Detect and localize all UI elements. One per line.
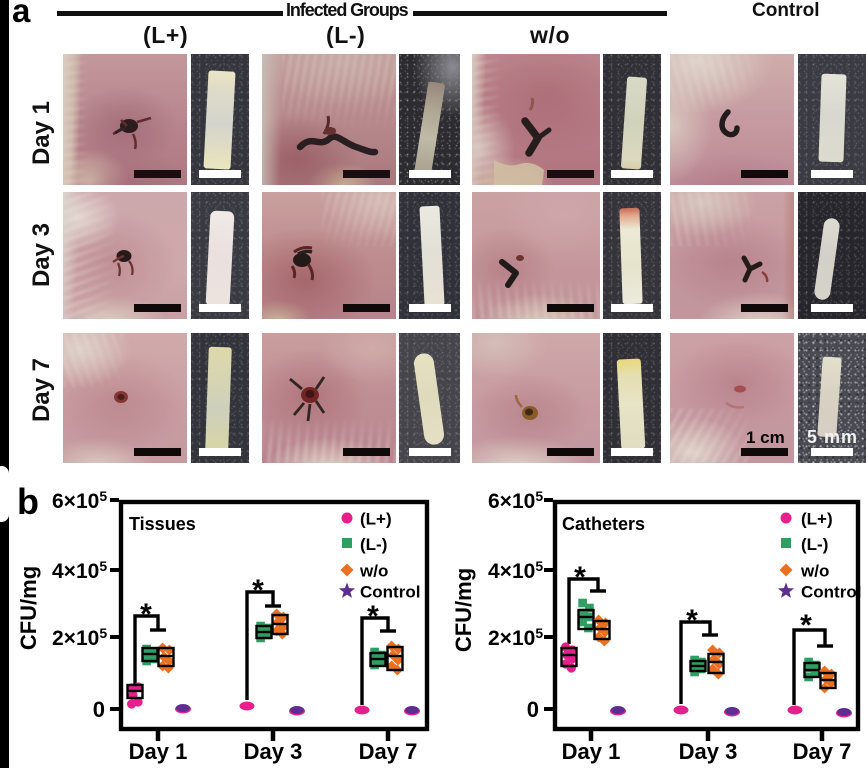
svg-text:Day 3: Day 3	[244, 739, 303, 764]
svg-text:(L+): (L+)	[801, 510, 833, 529]
svg-text:Day 1: Day 1	[562, 739, 621, 764]
svg-text:*: *	[574, 561, 586, 594]
svg-text:Control: Control	[801, 583, 861, 602]
svg-text:4×105: 4×105	[488, 558, 543, 583]
svg-text:(L-): (L-)	[801, 535, 828, 554]
svg-text:w/o: w/o	[800, 562, 829, 581]
svg-text:6×105: 6×105	[52, 488, 107, 513]
svg-text:(L-): (L-)	[360, 535, 387, 554]
svg-text:Catheters: Catheters	[562, 514, 645, 534]
svg-text:*: *	[252, 574, 264, 607]
svg-text:w/o: w/o	[359, 562, 388, 581]
svg-text:2×105: 2×105	[488, 625, 543, 650]
svg-text:2×105: 2×105	[52, 625, 107, 650]
svg-text:6×105: 6×105	[488, 488, 543, 513]
svg-text:Day 3: Day 3	[679, 739, 738, 764]
svg-text:Day 7: Day 7	[793, 739, 852, 764]
svg-text:0: 0	[527, 697, 539, 722]
svg-text:Tissues: Tissues	[129, 514, 196, 534]
svg-text:*: *	[686, 604, 698, 637]
svg-text:4×105: 4×105	[52, 558, 107, 583]
svg-text:*: *	[800, 609, 812, 642]
svg-text:Day 7: Day 7	[359, 739, 418, 764]
svg-text:(L+): (L+)	[360, 510, 392, 529]
svg-text:Day 1: Day 1	[129, 739, 188, 764]
svg-text:CFU/mg: CFU/mg	[451, 568, 476, 652]
svg-text:Control: Control	[360, 583, 420, 602]
svg-text:*: *	[367, 600, 379, 633]
svg-text:0: 0	[93, 697, 105, 722]
svg-text:*: *	[140, 598, 152, 631]
svg-text:CFU/mg: CFU/mg	[16, 566, 41, 650]
